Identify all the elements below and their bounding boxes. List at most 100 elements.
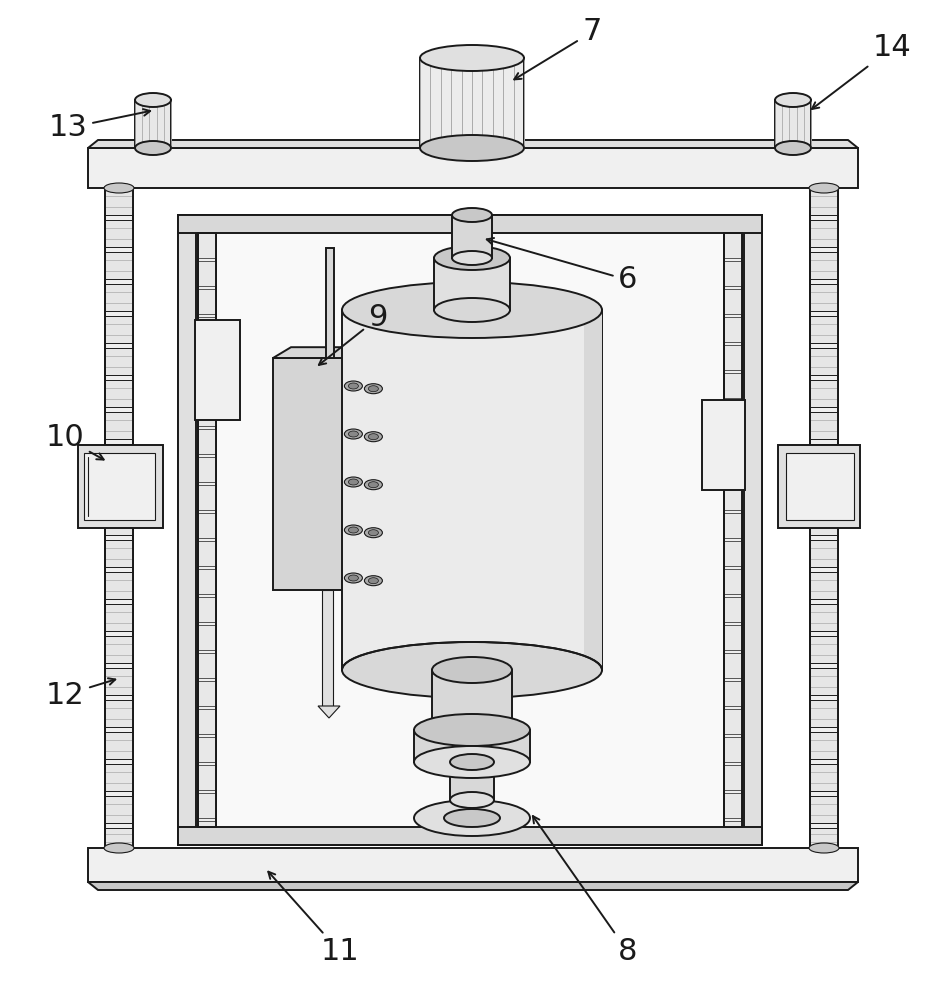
Text: 14: 14 [812,33,911,109]
Text: 11: 11 [269,872,359,966]
Ellipse shape [809,183,839,193]
Bar [78,445,163,528]
Bar [724,541,742,566]
Ellipse shape [420,135,524,161]
Bar [724,289,742,314]
Bar [724,429,742,454]
Polygon shape [273,347,366,358]
Bar [810,444,838,471]
Bar [198,429,216,454]
Bar [810,412,838,439]
Bar [420,58,524,148]
Bar [198,401,216,426]
Text: 10: 10 [45,424,104,460]
Bar [810,540,838,567]
Bar [810,796,838,823]
Bar [724,737,742,762]
Bar [810,188,838,848]
Bar [584,310,602,670]
Bar [810,732,838,759]
Bar [105,476,133,503]
Bar [724,821,742,827]
Ellipse shape [809,843,839,853]
Ellipse shape [104,843,134,853]
Bar [810,508,838,535]
Bar [810,828,838,848]
Text: 7: 7 [514,17,602,79]
Bar [105,572,133,599]
Bar [810,700,838,727]
Ellipse shape [344,573,362,583]
Bar [105,188,133,215]
Bar [326,248,334,358]
Bar [724,653,742,678]
Bar [724,261,742,286]
Bar [322,590,333,706]
Bar [198,681,216,706]
Bar [786,453,854,520]
Bar [724,597,742,622]
Bar [105,540,133,567]
Polygon shape [318,706,340,718]
Bar [198,625,216,650]
Ellipse shape [434,246,510,270]
Bar [810,380,838,407]
Bar [178,215,762,845]
Bar [432,670,512,730]
Bar [105,348,133,375]
Bar [724,345,742,370]
Ellipse shape [432,657,512,683]
Ellipse shape [775,93,811,107]
Ellipse shape [432,717,512,743]
Bar [105,668,133,695]
Bar [198,317,216,342]
Ellipse shape [348,479,358,485]
Bar [724,457,742,482]
Bar [724,233,742,827]
Bar [810,284,838,311]
Ellipse shape [444,809,500,827]
Bar [414,730,530,762]
Bar [105,700,133,727]
Bar [105,188,133,848]
Bar [198,233,216,827]
Bar [105,732,133,759]
Bar [198,233,216,827]
Text: 6: 6 [487,238,637,294]
Text: 8: 8 [533,816,637,966]
Bar [198,737,216,762]
Ellipse shape [348,575,358,581]
Ellipse shape [344,381,362,391]
Bar [198,793,216,818]
Bar [105,252,133,279]
Ellipse shape [369,578,378,584]
Ellipse shape [450,792,494,808]
Bar [810,604,838,631]
Bar [198,597,216,622]
Ellipse shape [104,183,134,193]
Bar [198,345,216,370]
Bar [198,289,216,314]
Bar [450,762,494,800]
Bar [105,508,133,535]
Bar [810,764,838,791]
Bar [178,215,762,233]
Polygon shape [348,347,366,590]
Bar [198,541,216,566]
Bar [88,848,858,882]
Bar [198,765,216,790]
Bar [724,317,742,342]
Bar [724,569,742,594]
Text: 12: 12 [45,678,115,710]
Ellipse shape [344,525,362,535]
Ellipse shape [452,208,492,222]
Bar [135,100,171,148]
Bar [198,457,216,482]
Ellipse shape [364,480,383,490]
Bar [198,821,216,827]
Bar [810,220,838,247]
Ellipse shape [135,141,171,155]
Bar [724,485,742,510]
Ellipse shape [342,282,602,338]
Ellipse shape [364,576,383,586]
